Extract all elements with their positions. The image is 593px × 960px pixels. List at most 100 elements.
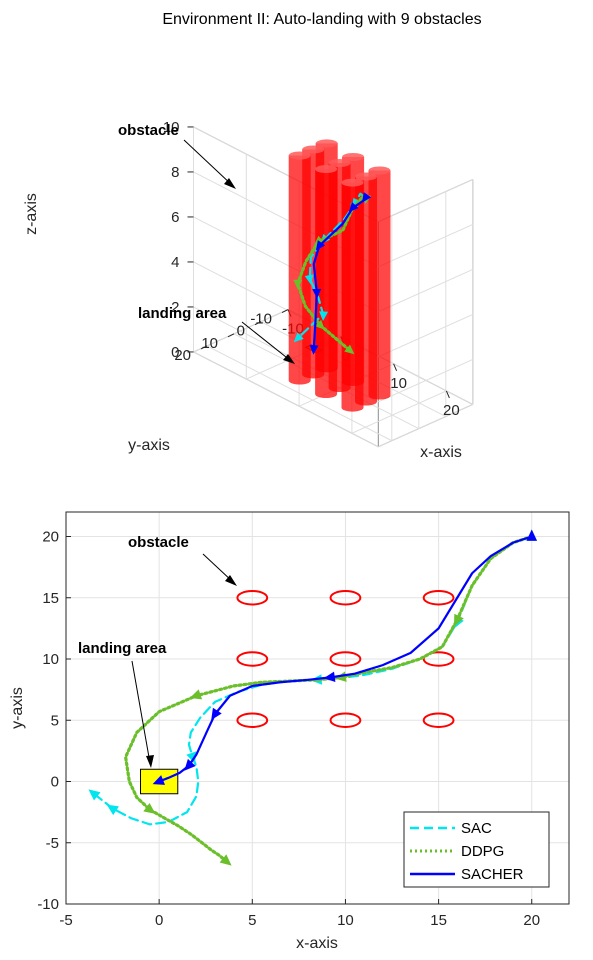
y-tick-label: 10 <box>201 335 218 352</box>
y-tick-label: -10 <box>37 896 59 913</box>
series-line-ddpg <box>296 194 367 353</box>
y-tick-label: 5 <box>51 712 59 729</box>
grid-line <box>378 268 474 313</box>
chart-3d: Environment II: Auto-landing with 9 obst… <box>23 11 482 461</box>
landing-area-arrowhead <box>146 755 154 768</box>
series-marker-sacher <box>184 758 196 771</box>
series-marker-ddpg <box>314 319 325 330</box>
obstacle-cylinder-top <box>342 152 365 161</box>
obstacle-ellipse <box>329 712 362 728</box>
x-tick-label: 0 <box>155 912 163 929</box>
series-marker-ddpg <box>219 854 232 866</box>
landing-area-annotation: landing area <box>78 640 167 657</box>
y-tick-mark <box>227 333 235 338</box>
obstacle-arrow <box>183 139 234 187</box>
series-line-sacher <box>158 535 533 783</box>
grid-line <box>378 178 474 223</box>
series-marker-sacher <box>315 240 326 251</box>
legend: SAC DDPG SACHER <box>403 811 550 888</box>
landing-area-annotation: landing area <box>138 305 227 322</box>
series-marker-ddpg <box>293 279 303 290</box>
y-tick-mark <box>281 309 289 314</box>
obstacle-cylinder-top <box>315 139 338 148</box>
x-tick-label: 15 <box>430 912 447 929</box>
obstacle-cylinder-top <box>328 159 351 167</box>
z-tick-label: 10 <box>163 119 180 136</box>
grid-line <box>378 223 474 268</box>
obstacle-cylinder-top <box>355 172 377 181</box>
obstacle-arrowhead <box>224 178 236 189</box>
y-tick-mark <box>254 321 262 326</box>
series-marker-ddpg <box>344 344 355 355</box>
x-tick-label: 20 <box>443 402 460 419</box>
y-tick-label: 20 <box>174 347 191 364</box>
legend-label-ddpg: DDPG <box>461 843 504 860</box>
y-tick-label: 0 <box>237 323 245 340</box>
series-marker-sac <box>88 789 101 801</box>
series-line-ddpg <box>124 534 534 863</box>
obstacle-ellipse <box>422 651 455 667</box>
z-tick-label: 2 <box>171 299 179 316</box>
landing-area-arrow <box>131 660 151 764</box>
landing-area-arrowhead <box>283 354 295 364</box>
obstacle-cylinder <box>315 169 338 399</box>
series-marker-sacher <box>152 775 165 785</box>
z-tick-label: 4 <box>171 254 179 271</box>
series-marker-sacher <box>312 288 322 299</box>
obstacle-annotation: obstacle <box>128 534 189 551</box>
x-axis-label: x-axis <box>296 935 338 952</box>
x-axis-label: x-axis <box>420 444 462 461</box>
series-marker-sac <box>293 332 304 343</box>
obstacle-annotation: obstacle <box>118 122 179 139</box>
trajectories <box>88 529 537 866</box>
legend-label-sac: SAC <box>461 820 492 837</box>
series-marker-sacher <box>348 202 359 213</box>
series-marker-sacher <box>323 671 336 683</box>
obstacle-ellipse <box>236 712 269 728</box>
x-tick-label: 10 <box>337 912 354 929</box>
grid-line <box>351 390 447 434</box>
plot-frame <box>65 511 570 905</box>
y-tick-label: 0 <box>51 774 59 791</box>
obstacle-cylinder-top <box>288 151 311 160</box>
obstacle-cylinder-top <box>368 166 391 175</box>
legend-label-sacher: SACHER <box>461 866 524 883</box>
y-axis-label: y-axis <box>9 687 26 729</box>
chart-title: Environment II: Auto-landing with 9 obst… <box>162 11 481 28</box>
y-tick-label: -5 <box>46 835 59 852</box>
series-marker-ddpg <box>454 613 464 627</box>
obstacle-ellipse <box>329 651 362 667</box>
obstacle-arrowhead <box>225 575 237 586</box>
series-marker-sac <box>319 311 329 322</box>
obstacle-ellipse <box>422 712 455 728</box>
z-axis-label: z-axis <box>23 193 40 235</box>
x-tick-mark <box>393 363 398 371</box>
series-start-marker-sacher <box>526 529 537 541</box>
y-tick-label: -10 <box>250 311 272 328</box>
x-tick-label: 10 <box>390 375 407 392</box>
trajectories <box>293 192 372 355</box>
x-tick-label: -5 <box>59 912 72 929</box>
obstacle-cylinder-top <box>315 165 338 174</box>
x-tick-label: 20 <box>523 912 540 929</box>
x-tick-label: 5 <box>248 912 256 929</box>
series-marker-ddpg <box>143 802 156 814</box>
obstacle-ellipse <box>422 590 455 606</box>
grid-line <box>378 403 474 448</box>
y-tick-mark <box>200 345 208 350</box>
obstacles <box>288 139 391 412</box>
landing-area-arrow <box>241 321 292 362</box>
obstacle-cylinder <box>288 155 311 385</box>
series-marker-sacher <box>361 192 372 203</box>
obstacle-ellipse <box>236 590 269 606</box>
series-marker-sac <box>106 804 119 816</box>
y-tick-label: 10 <box>42 651 59 668</box>
obstacle-arrow <box>202 553 234 583</box>
z-tick-label: 6 <box>171 209 179 226</box>
x-tick-mark <box>445 390 450 399</box>
grid-line <box>193 351 379 448</box>
y-tick-label: 15 <box>42 590 59 607</box>
